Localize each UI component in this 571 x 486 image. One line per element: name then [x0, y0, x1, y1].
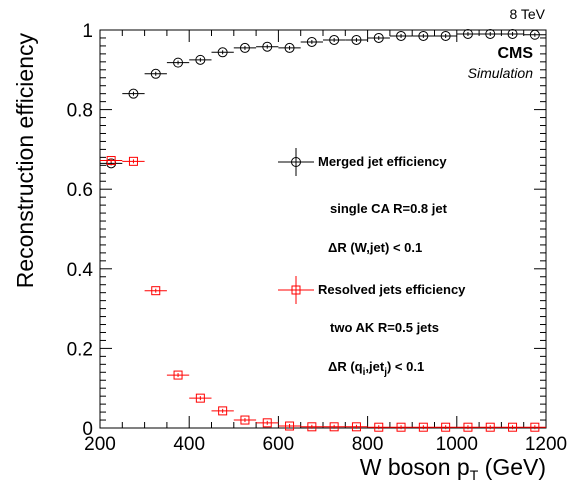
resolved-point: [128, 156, 138, 166]
resolved-point: [396, 422, 406, 432]
cms-label: CMS: [497, 45, 533, 62]
y-axis-title: Reconstruction efficiency: [12, 33, 38, 289]
merged-point: [373, 32, 384, 43]
resolved-point: [508, 422, 518, 432]
resolved-point: [351, 422, 361, 432]
energy-label: 8 TeV: [509, 6, 545, 22]
merged-point: [396, 30, 407, 41]
x-tick-label: 600: [263, 434, 295, 455]
y-tick-label: 0.2: [67, 339, 93, 360]
annotation-two-ak: two AK R=0.5 jets: [330, 320, 439, 335]
resolved-point: [441, 422, 451, 432]
resolved-point: [262, 418, 272, 428]
simulation-label: Simulation: [468, 65, 534, 81]
x-axis-title-unit: (GeV): [478, 454, 546, 480]
annotation-delta-r-w: ΔR (W,jet) < 0.1: [328, 240, 422, 255]
plot-frame: [99, 29, 547, 429]
x-axis-title: W boson pT (GeV): [360, 454, 546, 483]
legend-resolved-label: Resolved jets efficiency: [318, 282, 466, 297]
resolved-point: [240, 415, 250, 425]
merged-legend-symbol: [291, 157, 301, 167]
merged-point: [128, 88, 139, 99]
merged-point: [351, 34, 362, 45]
x-axis-title-main: W boson p: [360, 454, 470, 480]
resolved-legend-symbol: [291, 285, 301, 295]
resolved-point: [195, 393, 205, 403]
merged-point: [239, 42, 250, 53]
resolved-point: [285, 421, 295, 431]
x-tick-label: 400: [173, 434, 205, 455]
resolved-point: [463, 422, 473, 432]
y-tick-label: 0: [82, 419, 93, 440]
merged-point: [284, 42, 295, 53]
merged-series: [100, 28, 546, 169]
merged-point: [418, 30, 429, 41]
resolved-point: [307, 422, 317, 432]
resolved-point: [173, 370, 183, 380]
merged-point: [306, 36, 317, 47]
merged-point: [462, 28, 473, 39]
merged-point: [440, 30, 451, 41]
merged-point: [485, 28, 496, 39]
merged-point: [217, 47, 228, 58]
x-tick-label: 200: [84, 434, 116, 455]
x-tick-label: 800: [352, 434, 384, 455]
annotation-single-ca: single CA R=0.8 jet: [330, 201, 448, 216]
merged-point: [195, 54, 206, 65]
annotation-delta-r-q: ΔR (qi,jetj) < 0.1: [328, 359, 424, 378]
resolved-point: [485, 422, 495, 432]
resolved-series: [100, 156, 546, 432]
axis-ticks: [99, 29, 547, 429]
merged-point: [262, 41, 273, 52]
series-layer: [100, 28, 546, 432]
resolved-point: [218, 406, 228, 416]
resolved-point: [530, 422, 540, 432]
legend-merged-label: Merged jet efficiency: [318, 154, 447, 169]
y-tick-label: 0.8: [67, 101, 93, 122]
merged-point: [507, 28, 518, 39]
plot-border: [99, 29, 547, 429]
merged-point: [150, 68, 161, 79]
merged-point: [529, 29, 540, 40]
legend-merged-marker: [278, 148, 314, 176]
merged-point: [173, 57, 184, 68]
resolved-point: [106, 156, 116, 166]
resolved-point: [418, 422, 428, 432]
resolved-point: [374, 422, 384, 432]
x-tick-label: 1000: [436, 434, 478, 455]
merged-point: [329, 34, 340, 45]
legend-resolved-marker: [278, 276, 314, 304]
y-tick-label: 1: [82, 21, 93, 42]
legend: Merged jet efficiency single CA R=0.8 je…: [278, 148, 466, 378]
y-tick-label: 0.4: [67, 260, 94, 281]
x-axis-title-subscript: T: [470, 467, 479, 483]
y-tick-label: 0.6: [67, 180, 93, 201]
resolved-point: [329, 422, 339, 432]
resolved-point: [151, 286, 161, 296]
x-tick-label: 1200: [525, 434, 567, 455]
axis-tick-labels: 200 400 600 800 1000 1200 0 0.2 0.4 0.6 0.8 1: [67, 21, 568, 455]
